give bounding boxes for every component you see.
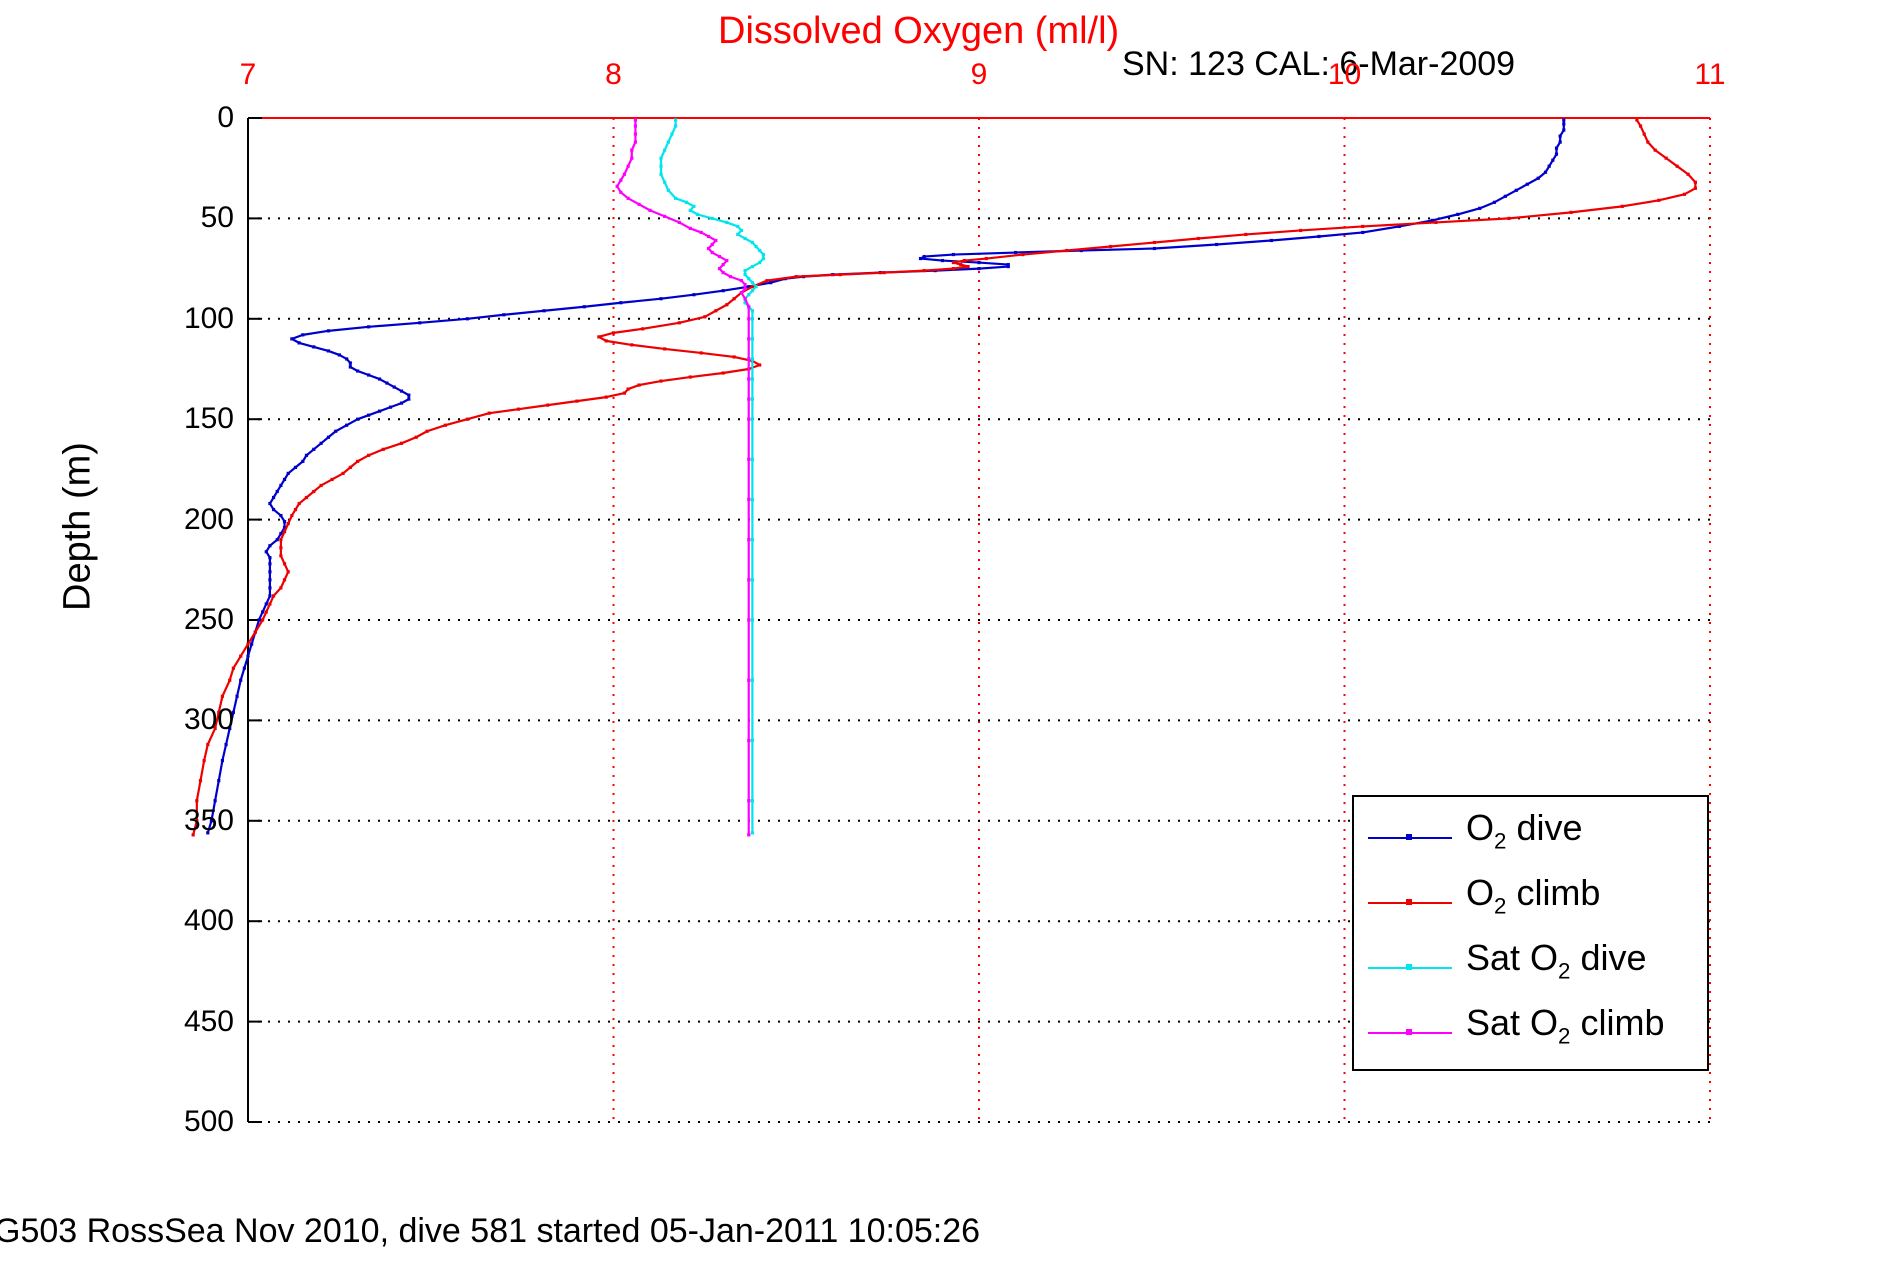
y-tick-label: 400 <box>183 904 234 938</box>
legend-item[interactable]: Sat O2 climb <box>1354 1002 1711 1064</box>
plot-svg <box>191 117 1711 1123</box>
y-tick-label: 50 <box>200 201 234 235</box>
x-tick-label: 10 <box>1327 58 1362 91</box>
y-tick-label: 250 <box>183 603 234 636</box>
x-tick-label: 7 <box>239 58 257 91</box>
y-tick-label: 450 <box>183 1004 234 1038</box>
legend-label: O2 dive <box>1466 807 1583 854</box>
y-tick-label: 500 <box>183 1105 234 1138</box>
y-tick-label: 350 <box>183 803 234 837</box>
legend-label: Sat O2 dive <box>1466 937 1647 984</box>
figure-caption: G503 RossSea Nov 2010, dive 581 started … <box>0 1212 981 1250</box>
x-tick-label: 8 <box>605 58 622 91</box>
legend-marker <box>1406 899 1412 905</box>
legend-item[interactable]: O2 dive <box>1354 807 1711 869</box>
y-tick-label: 150 <box>183 402 234 436</box>
legend-marker <box>1406 964 1412 970</box>
legend-marker <box>1406 834 1412 840</box>
legend-box: O2 dive O2 climb Sat O2 dive Sat O2 climb <box>1352 795 1709 1071</box>
plot-area <box>191 117 1711 1123</box>
y-axis-label: Depth (m) <box>56 442 99 611</box>
legend-item[interactable]: O2 climb <box>1354 872 1711 934</box>
chart-title: Dissolved Oxygen (ml/l) <box>718 10 1120 52</box>
y-tick-label: 200 <box>183 502 234 536</box>
x-tick-label: 11 <box>1694 58 1726 91</box>
sensor-info-text: SN: 123 CAL: 6-Mar-2009 <box>1122 45 1516 83</box>
legend-marker <box>1406 1029 1412 1035</box>
legend-item[interactable]: Sat O2 dive <box>1354 937 1711 999</box>
y-tick-label: 300 <box>183 703 234 737</box>
x-tick-label: 9 <box>970 58 988 91</box>
y-tick-label: 0 <box>217 101 234 134</box>
y-tick-label: 100 <box>183 301 234 335</box>
legend-label: Sat O2 climb <box>1466 1002 1665 1049</box>
legend-label: O2 climb <box>1466 872 1601 919</box>
